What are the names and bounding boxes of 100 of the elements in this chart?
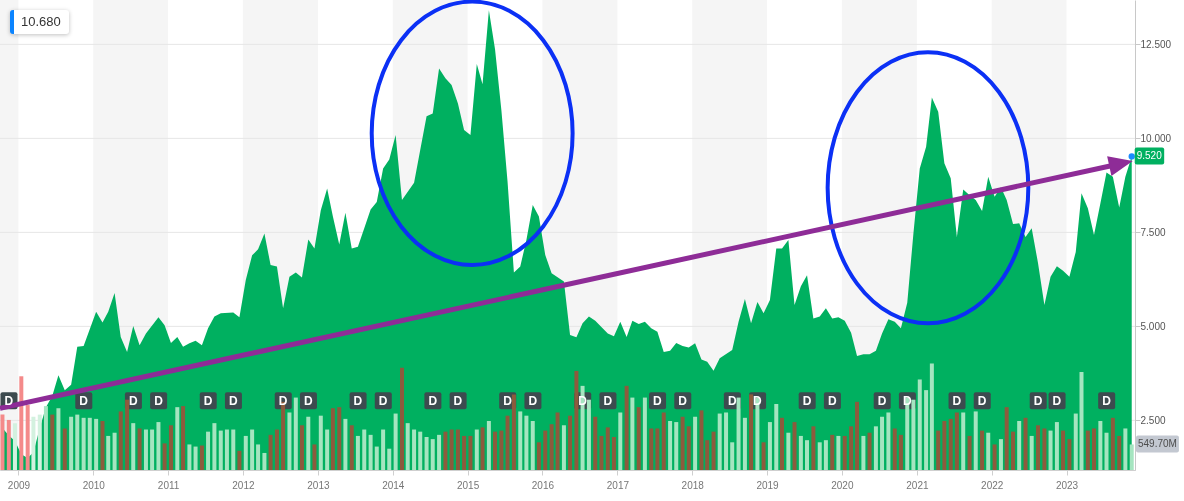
bar: [929, 363, 934, 470]
x-tick-label: 2021: [906, 479, 929, 491]
bar: [19, 376, 24, 470]
bar: [767, 422, 772, 470]
bar: [649, 428, 654, 470]
bar: [368, 434, 373, 470]
annotation: D: [1052, 393, 1062, 408]
bar: [574, 370, 579, 470]
bar: [362, 429, 367, 470]
bar: [636, 407, 641, 470]
bar: [761, 442, 766, 470]
bar: [187, 444, 192, 470]
bar: [493, 431, 498, 470]
bar: [1129, 444, 1134, 470]
annotation: D: [378, 393, 388, 408]
bar: [774, 403, 779, 470]
bar: [699, 410, 704, 470]
annotation: D: [653, 393, 663, 408]
bar: [156, 422, 161, 470]
bar: [287, 412, 292, 470]
annotation: D: [977, 393, 987, 408]
annotation: D: [528, 393, 538, 408]
bar: [256, 444, 261, 470]
x-tick-label: 2016: [531, 479, 555, 491]
bar: [611, 436, 616, 470]
bar: [325, 429, 330, 470]
bar: [56, 408, 61, 470]
bar: [936, 430, 941, 470]
annotation: D: [877, 393, 887, 408]
bar: [12, 423, 17, 470]
bar: [880, 416, 885, 470]
bar: [468, 435, 473, 470]
bar: [94, 418, 99, 470]
bar: [1023, 417, 1028, 470]
bar: [100, 421, 105, 470]
bar: [306, 416, 311, 470]
bar: [1054, 422, 1059, 470]
bar: [349, 425, 354, 470]
bar: [293, 397, 298, 470]
annotation: D: [79, 393, 89, 408]
bar: [518, 411, 523, 470]
bar: [1048, 430, 1053, 470]
annotation: D: [578, 393, 588, 408]
bar: [543, 430, 548, 470]
bar: [693, 416, 698, 470]
bar: [686, 426, 691, 470]
bar: [830, 434, 835, 470]
bar: [961, 412, 966, 470]
bar: [237, 450, 242, 470]
annotation: D: [303, 393, 313, 408]
bar: [736, 397, 741, 470]
bar: [954, 412, 959, 470]
annotation: D: [727, 393, 737, 408]
bar: [549, 424, 554, 470]
bar: [143, 429, 148, 470]
bar: [780, 417, 785, 470]
bar: [755, 397, 760, 470]
bar: [231, 429, 236, 470]
bar: [823, 440, 828, 470]
bar: [50, 414, 55, 470]
bar: [106, 435, 111, 470]
bar: [262, 452, 267, 470]
bar: [798, 435, 803, 470]
bar: [449, 429, 454, 470]
annotation: D: [753, 393, 763, 408]
bar: [586, 399, 591, 470]
bar: [330, 408, 335, 470]
bar: [524, 415, 529, 470]
annotation: D: [428, 393, 438, 408]
bar: [455, 429, 460, 470]
bar: [1123, 428, 1128, 470]
bar: [424, 436, 429, 470]
annotation: D: [603, 393, 613, 408]
annotation: D: [228, 393, 238, 408]
bar: [861, 435, 866, 470]
bar: [1017, 421, 1022, 470]
bar: [1004, 407, 1009, 470]
bar: [480, 427, 485, 470]
bar: [274, 429, 279, 470]
bar: [299, 425, 304, 470]
bar: [630, 397, 635, 470]
y-tick-label: 2.500: [1140, 414, 1166, 426]
bar: [992, 444, 997, 470]
bar: [655, 428, 660, 470]
annotation: D: [154, 393, 164, 408]
x-tick-label: 2020: [831, 479, 854, 491]
annotation: D: [203, 393, 213, 408]
annotation: D: [128, 393, 138, 408]
bar: [849, 426, 854, 470]
bar: [243, 435, 248, 470]
annotation: D: [4, 393, 14, 408]
y-tick-label: 5.000: [1140, 320, 1166, 332]
bar: [168, 425, 173, 470]
bar: [69, 416, 74, 470]
annotation: D: [278, 393, 288, 408]
x-tick-label: 2012: [232, 479, 255, 491]
bar: [81, 417, 86, 470]
bar: [387, 448, 392, 470]
bar: [337, 407, 342, 470]
bar: [343, 418, 348, 470]
